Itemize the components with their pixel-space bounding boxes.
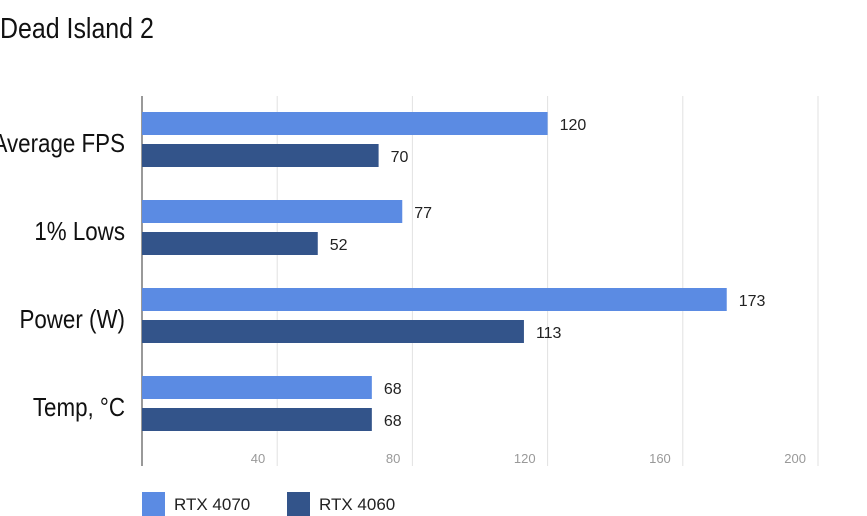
data-label: 77 xyxy=(414,205,432,222)
data-label: 173 xyxy=(739,293,766,310)
x-tick-label: 40 xyxy=(251,451,265,466)
data-label: 68 xyxy=(384,381,402,398)
bar-rtx-4070 xyxy=(142,376,372,399)
x-tick-label: 120 xyxy=(514,451,536,466)
category-label: Average FPS xyxy=(0,129,125,158)
category-label: Power (W) xyxy=(19,305,125,334)
legend-swatch xyxy=(142,492,165,516)
data-label: 113 xyxy=(536,325,562,342)
category-label: 1% Lows xyxy=(34,217,125,246)
category-label: Temp, °C xyxy=(33,393,125,422)
data-label: 120 xyxy=(560,117,587,134)
data-label: 52 xyxy=(330,237,348,254)
bar-rtx-4060 xyxy=(142,144,379,167)
x-tick-label: 200 xyxy=(784,451,806,466)
bar-rtx-4070 xyxy=(142,288,727,311)
data-label: 68 xyxy=(384,413,402,430)
legend-swatch xyxy=(287,492,310,516)
bar-rtx-4060 xyxy=(142,232,318,255)
bar-rtx-4070 xyxy=(142,200,403,223)
bar-rtx-4070 xyxy=(142,112,548,135)
bar-rtx-4060 xyxy=(142,408,372,431)
legend-label: RTX 4070 xyxy=(174,495,250,514)
bar-rtx-4060 xyxy=(142,320,524,343)
data-label: 70 xyxy=(391,149,409,166)
legend-label: RTX 4060 xyxy=(319,495,395,514)
x-tick-label: 160 xyxy=(649,451,671,466)
chart-title: Dead Island 2 xyxy=(0,12,154,44)
x-tick-label: 80 xyxy=(386,451,400,466)
